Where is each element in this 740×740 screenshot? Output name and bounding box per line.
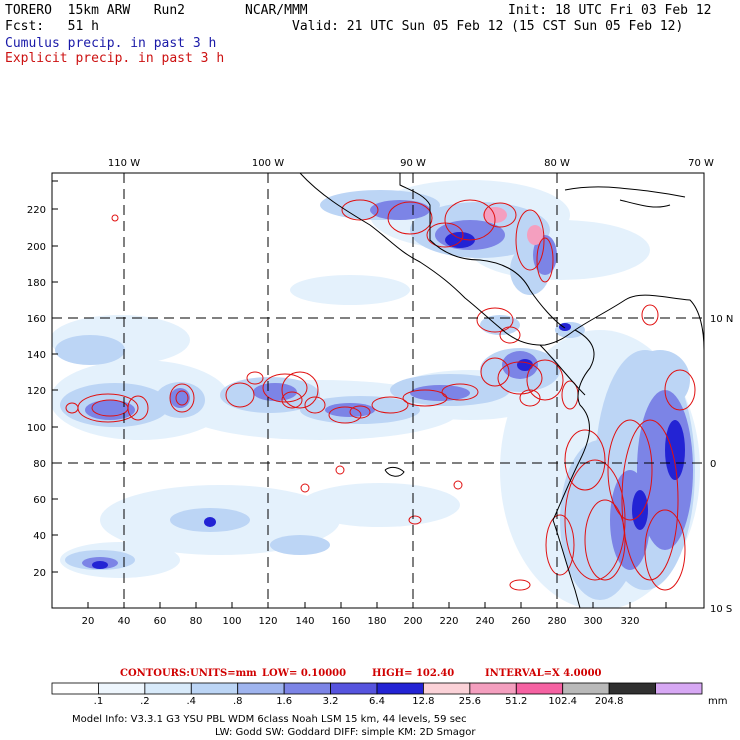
colorbar-swatch xyxy=(144,682,192,695)
colorbar-label: .1 xyxy=(94,696,104,707)
physics-info-line: LW: Godd SW: Goddard DIFF: simple KM: 2D… xyxy=(215,727,476,738)
colorbar-swatch xyxy=(655,682,703,695)
lon-label-80w: 80 W xyxy=(544,158,570,169)
cumulus-precip-label: Cumulus precip. in past 3 h xyxy=(5,36,217,51)
y-tick-label: 140 xyxy=(27,350,46,361)
contours-low: LOW= 0.10000 xyxy=(262,668,346,679)
colorbar-label: 25.6 xyxy=(459,696,481,707)
colorbar-swatch xyxy=(51,682,99,695)
x-tick-label: 60 xyxy=(154,616,167,627)
colorbar-swatch xyxy=(98,682,146,695)
coastlines xyxy=(299,173,704,608)
colorbar-label: .8 xyxy=(233,696,243,707)
lat-label-10n: 10 N xyxy=(710,314,733,325)
colorbar-swatch xyxy=(330,682,378,695)
x-tick-label: 240 xyxy=(475,616,494,627)
colorbar-label: 204.8 xyxy=(595,696,624,707)
y-tick-label: 40 xyxy=(33,531,46,542)
y-tick-label: 60 xyxy=(33,495,46,506)
x-tick-label: 220 xyxy=(439,616,458,627)
contours-high: HIGH= 102.40 xyxy=(372,668,454,679)
y-tick-label: 200 xyxy=(27,242,46,253)
colorbar-swatch xyxy=(283,682,331,695)
lon-label-100w: 100 W xyxy=(252,158,284,169)
x-tick-label: 200 xyxy=(403,616,422,627)
colorbar-label: 102.4 xyxy=(548,696,577,707)
x-tick-label: 120 xyxy=(258,616,277,627)
contours-prefix: CONTOURS: xyxy=(120,668,190,679)
valid-time: Valid: 21 UTC Sun 05 Feb 12 (15 CST Sun … xyxy=(292,19,684,34)
colorbar-swatch xyxy=(376,682,424,695)
model-run-title: TORERO 15km ARW Run2 xyxy=(5,3,186,18)
contours-units: UNITS=mm xyxy=(190,668,257,679)
colorbar-label: .2 xyxy=(140,696,150,707)
contours-interval: INTERVAL=X 4.0000 xyxy=(485,668,602,679)
forecast-hour: Fcst: 51 h xyxy=(5,19,99,34)
x-tick-labels: 20 40 60 80 100 120 140 160 180 200 220 … xyxy=(82,616,640,627)
colorbar-label: 51.2 xyxy=(505,696,527,707)
x-tick-label: 180 xyxy=(367,616,386,627)
model-info-line: Model Info: V3.3.1 G3 YSU PBL WDM 6class… xyxy=(72,714,467,725)
y-tick-label: 120 xyxy=(27,386,46,397)
colorbar-swatch xyxy=(562,682,610,695)
y-tick-label: 100 xyxy=(27,423,46,434)
lon-label-90w: 90 W xyxy=(400,158,426,169)
colorbar: .1 .2 .4 .8 1.6 3.2 6.4 12.8 25.6 51.2 102.4 204.8 xyxy=(51,682,703,707)
colorbar-swatch xyxy=(469,682,517,695)
lat-label-0: 0 xyxy=(710,459,716,470)
y-tick-label: 180 xyxy=(27,278,46,289)
y-tick-labels: 20 40 60 80 100 120 140 160 180 200 220 xyxy=(27,205,46,579)
x-tick-label: 300 xyxy=(583,616,602,627)
x-tick-label: 260 xyxy=(511,616,530,627)
x-tick-label: 100 xyxy=(222,616,241,627)
y-tick-label: 80 xyxy=(33,459,46,470)
lon-label-70w: 70 W xyxy=(688,158,714,169)
axis-ticks xyxy=(52,180,667,608)
colorbar-label: .4 xyxy=(187,696,197,707)
colorbar-swatch xyxy=(190,682,239,695)
y-tick-label: 160 xyxy=(27,314,46,325)
x-tick-label: 80 xyxy=(190,616,203,627)
x-tick-label: 320 xyxy=(620,616,639,627)
colorbar-unit: mm xyxy=(708,696,727,707)
colorbar-swatch xyxy=(515,682,564,695)
colorbar-swatch xyxy=(608,682,656,695)
colorbar-swatch xyxy=(237,682,285,695)
explicit-precip-label: Explicit precip. in past 3 h xyxy=(5,51,225,66)
colorbar-swatch xyxy=(423,682,471,695)
x-tick-label: 280 xyxy=(547,616,566,627)
lat-label-10s: 10 S xyxy=(710,604,732,615)
colorbar-label: 1.6 xyxy=(276,696,292,707)
colorbar-label: 3.2 xyxy=(323,696,339,707)
y-tick-label: 220 xyxy=(27,205,46,216)
x-tick-label: 160 xyxy=(331,616,350,627)
y-tick-label: 20 xyxy=(33,568,46,579)
x-tick-label: 40 xyxy=(118,616,131,627)
precip-field xyxy=(52,180,700,608)
x-tick-label: 140 xyxy=(295,616,314,627)
x-tick-label: 20 xyxy=(82,616,95,627)
lon-label-110w: 110 W xyxy=(108,158,140,169)
colorbar-label: 6.4 xyxy=(369,696,385,707)
organization-label: NCAR/MMM xyxy=(245,3,308,18)
init-time: Init: 18 UTC Fri 03 Feb 12 xyxy=(508,3,712,18)
graticule xyxy=(52,173,704,608)
colorbar-label: 12.8 xyxy=(412,696,434,707)
